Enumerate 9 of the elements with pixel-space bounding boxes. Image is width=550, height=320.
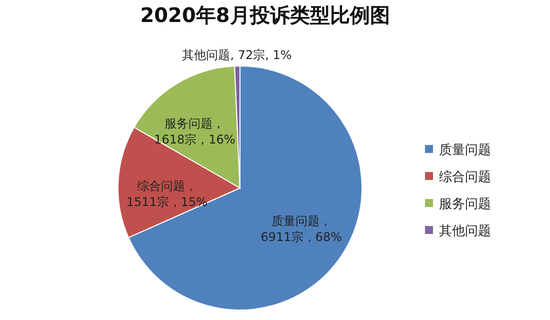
legend-label: 质量问题 (439, 143, 491, 158)
legend-label: 综合问题 (439, 170, 491, 185)
chart-title: 2020年8月投诉类型比例图 (140, 3, 390, 27)
legend-label: 服务问题 (439, 197, 491, 212)
data-label: 其他问题, 72宗, 1% (182, 48, 292, 62)
data-label: 服务问题， 1618宗，16% (154, 116, 236, 147)
data-label: 质量问题， 6911宗，68% (260, 214, 342, 244)
data-label: 综合问题， 1511宗，15% (126, 179, 208, 210)
legend-label: 其他问题 (439, 224, 491, 239)
